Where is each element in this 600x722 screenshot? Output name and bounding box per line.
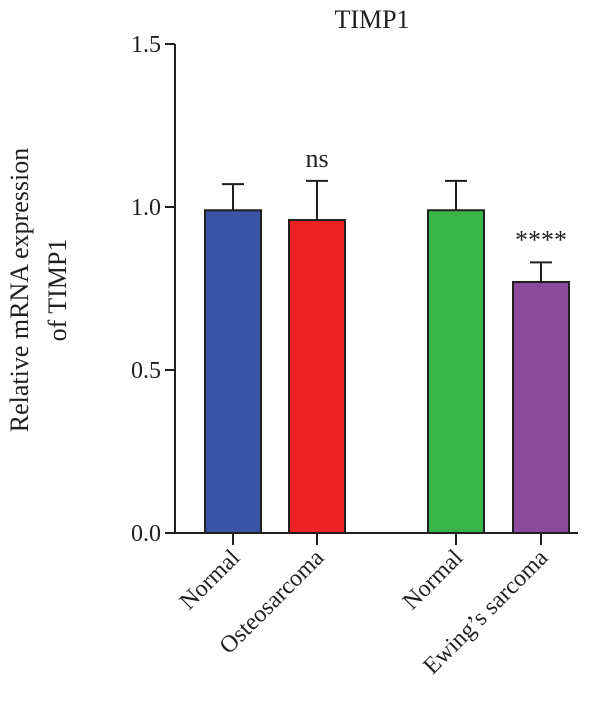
significance-label: ns: [305, 144, 328, 173]
y-ticks: 0.0 0.5 1.0 1.5: [131, 32, 175, 547]
y-tick-label: 0.5: [131, 358, 161, 384]
x-tick-label: Normal: [175, 545, 245, 615]
bar: [512, 280, 570, 535]
y-tick-label: 1.5: [131, 32, 161, 58]
y-tick-label: 0.0: [131, 521, 161, 547]
bars: ns ****: [204, 144, 570, 535]
y-axis-label-line-2: of TIMP1: [43, 239, 72, 342]
bar: [204, 209, 262, 534]
y-axis-label: Relative mRNA expression of TIMP1: [5, 148, 72, 433]
bar: [288, 219, 346, 534]
y-tick-label: 1.0: [131, 195, 161, 221]
chart-title: TIMP1: [334, 5, 409, 34]
x-tick-label: Normal: [398, 545, 468, 615]
bar: [427, 209, 485, 534]
y-axis-label-line-1: Relative mRNA expression: [5, 148, 34, 433]
significance-label: ****: [515, 225, 567, 254]
